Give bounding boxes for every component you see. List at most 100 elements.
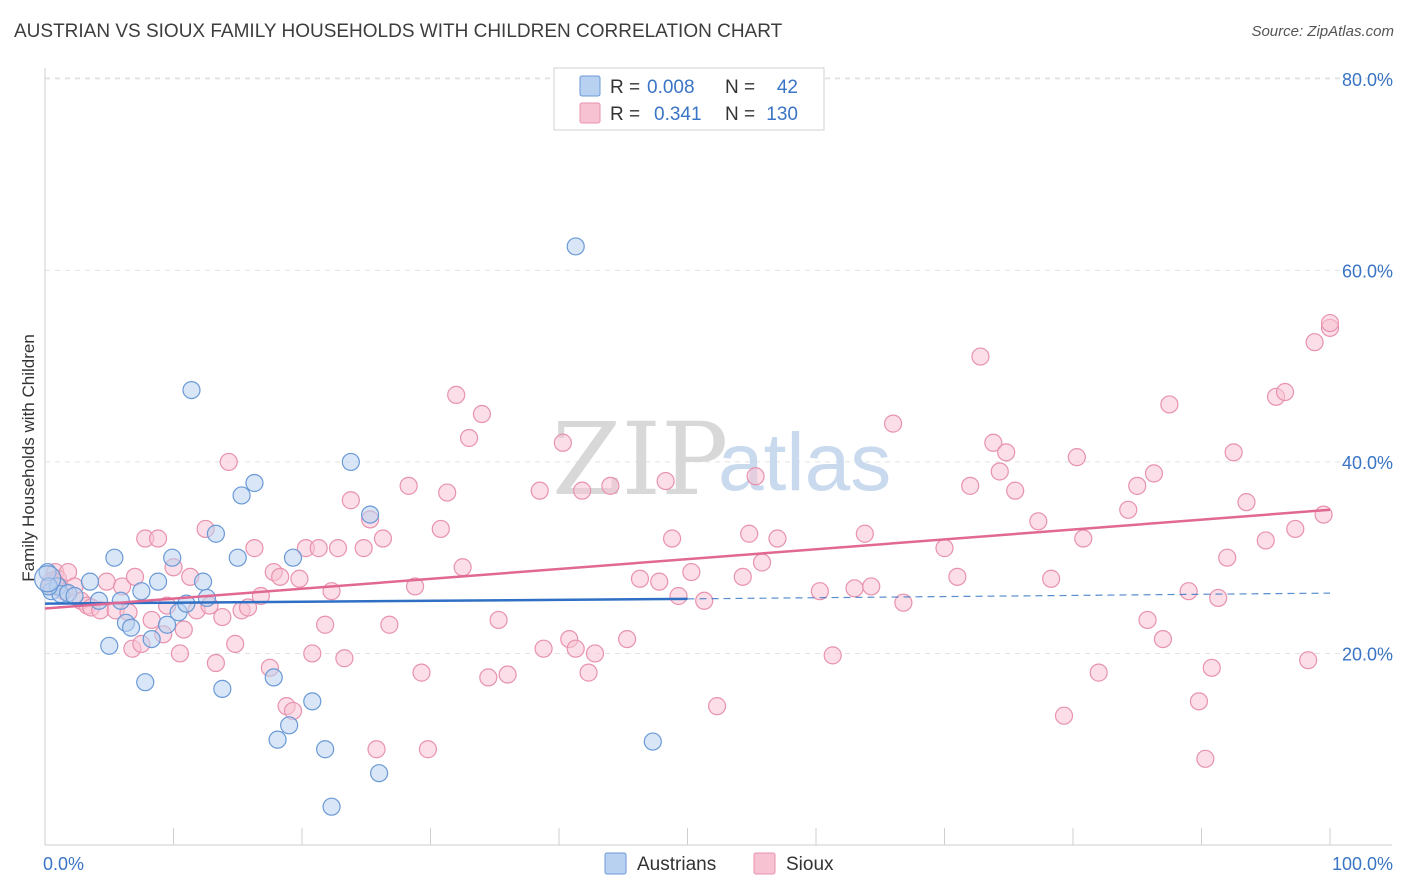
y-tick-label: 80.0% <box>1342 70 1393 90</box>
austrians-point <box>566 237 585 256</box>
sioux-point <box>459 428 479 448</box>
sioux-point <box>601 476 620 495</box>
sioux-point <box>961 476 980 495</box>
sioux-point <box>883 414 903 433</box>
sioux-point <box>707 697 727 716</box>
austrians-point <box>322 797 341 816</box>
austrians-point <box>232 486 251 505</box>
sioux-point <box>695 591 714 610</box>
sioux-point <box>142 610 161 630</box>
watermark-atlas: atlas <box>718 417 891 508</box>
sioux-point <box>1006 481 1025 500</box>
sioux-point <box>1305 333 1324 352</box>
sioux-point <box>1179 582 1198 601</box>
sioux-point <box>669 586 688 606</box>
legend-n-label: N = <box>725 77 755 98</box>
austrians-point <box>100 636 119 655</box>
sioux-point <box>1209 588 1228 608</box>
sioux-point <box>1299 651 1318 670</box>
austrians-point <box>197 588 217 608</box>
sioux-point <box>585 644 605 663</box>
sioux-point <box>948 567 967 586</box>
legend-swatch-sioux <box>753 852 776 875</box>
sioux-point <box>733 567 752 586</box>
y-axis-label: Family Households with Children <box>19 334 38 582</box>
austrians-point <box>245 473 264 493</box>
sioux-point <box>367 740 386 759</box>
sioux-point <box>328 539 348 558</box>
sioux-point <box>566 639 585 658</box>
austrians-point <box>268 730 287 749</box>
sioux-point <box>380 615 399 634</box>
austrians-point <box>283 548 303 567</box>
sioux-point <box>148 529 168 548</box>
gridlines <box>45 77 1392 654</box>
sioux-point <box>1029 512 1048 531</box>
sioux-point <box>990 462 1009 481</box>
legend-n-value: 42 <box>777 77 798 98</box>
austrians-point <box>142 629 161 649</box>
sioux-point <box>971 347 990 366</box>
sioux-point <box>618 629 637 649</box>
sioux-point <box>1089 663 1108 682</box>
legend-swatch-austrians <box>604 852 627 875</box>
sioux-point <box>1196 749 1215 768</box>
austrians-point <box>316 740 335 759</box>
y-tick-labels: 20.0% 40.0% 60.0% 80.0% <box>1342 70 1393 665</box>
watermark-zip: ZIP <box>552 401 728 518</box>
legend-r-label: R = <box>610 104 640 125</box>
sioux-point <box>226 634 245 653</box>
sioux-point <box>997 443 1016 462</box>
austrians-point <box>264 668 283 687</box>
legend-r-label: R = <box>610 77 640 98</box>
austrians-point <box>65 586 84 606</box>
sioux-point <box>534 639 553 658</box>
sioux-point <box>530 481 549 500</box>
austrians-point <box>280 716 299 735</box>
sioux-point <box>1237 493 1256 512</box>
sioux-trend-line <box>44 508 1331 610</box>
sioux-point <box>335 649 354 668</box>
chart-title: AUSTRIAN VS SIOUX FAMILY HOUSEHOLDS WITH… <box>14 21 783 42</box>
sioux-point <box>303 644 322 663</box>
sioux-point <box>862 577 881 596</box>
austrians-point <box>213 679 232 698</box>
sioux-point <box>1286 519 1305 539</box>
sioux-point <box>213 607 232 627</box>
sioux-point <box>1074 529 1093 548</box>
sioux-point <box>1160 395 1179 414</box>
sioux-point <box>405 577 425 596</box>
sioux-point <box>206 653 226 673</box>
sioux-point <box>662 529 682 548</box>
austrians-point <box>361 505 380 524</box>
austrians-point <box>80 572 100 591</box>
sioux-point <box>746 467 765 486</box>
austrians-point <box>643 732 662 751</box>
sioux-point <box>245 539 264 558</box>
austrians-point <box>89 591 109 610</box>
sioux-point <box>438 483 457 502</box>
x-tick-label: 0.0% <box>43 854 84 874</box>
austrians-point <box>136 673 155 692</box>
legend-swatch-austrians <box>579 75 601 97</box>
austrians-point <box>206 524 226 543</box>
sioux-point <box>855 524 874 543</box>
austrians-trend-line <box>44 597 688 605</box>
sioux-point <box>740 524 759 543</box>
sioux-point <box>489 610 508 630</box>
sioux-point <box>1189 692 1209 711</box>
austrians-point <box>111 591 130 610</box>
sioux-point <box>174 620 193 639</box>
sioux-point <box>1256 531 1275 550</box>
sioux-point <box>1275 382 1295 402</box>
sioux-point <box>845 579 864 598</box>
sioux-point <box>752 553 772 572</box>
sioux-point <box>97 572 116 591</box>
correlation-legend: R = 0.008 N = 42 R = 0.341 N = 130 <box>553 67 825 131</box>
legend-n-value: 130 <box>766 104 798 125</box>
legend-label-austrians: Austrians <box>637 854 716 875</box>
source-label: Source: ZipAtlas.com <box>1251 23 1394 40</box>
sioux-point <box>1224 443 1243 462</box>
y-tick-label: 40.0% <box>1342 453 1393 473</box>
